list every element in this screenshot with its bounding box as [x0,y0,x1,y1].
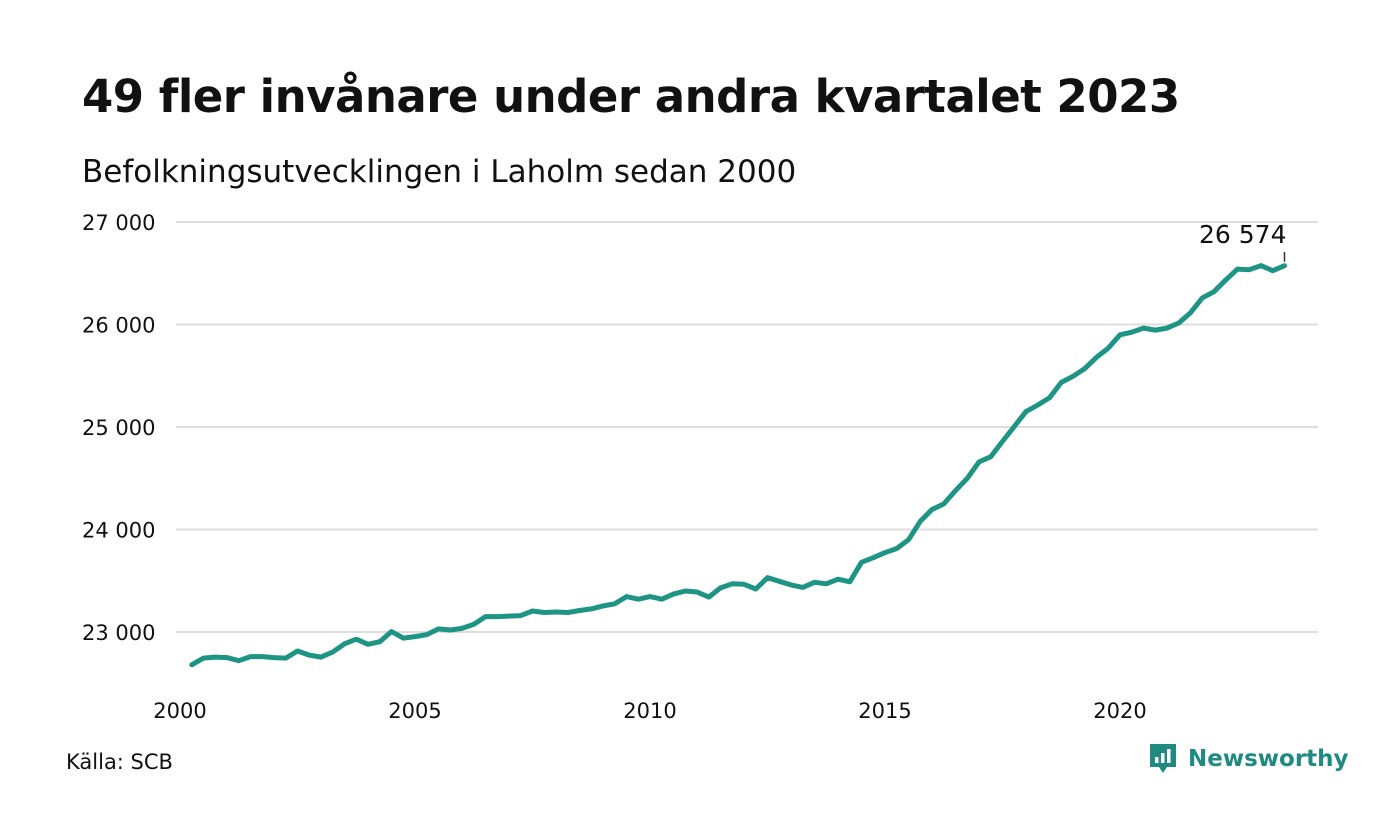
x-tick-label: 2000 [153,699,206,723]
y-tick-label: 24 000 [82,519,155,543]
x-tick-label: 2015 [858,699,911,723]
annotation: 26 574 [1199,220,1287,262]
source-note: Källa: SCB [66,750,173,774]
y-axis-tick-labels: 23 000 24 000 25 000 26 000 27 000 [82,211,155,645]
brand-name: Newsworthy [1188,746,1349,772]
gridlines [176,221,1318,633]
brand-logo: Newsworthy [1148,742,1349,776]
series-layer [189,263,1287,668]
y-tick-label: 27 000 [82,211,155,235]
x-tick-label: 2010 [623,699,676,723]
y-tick-label: 25 000 [82,416,155,440]
annotation-label: 26 574 [1199,220,1286,249]
chart-title: 49 fler invånare under andra kvartalet 2… [82,70,1180,123]
newsworthy-logo-icon [1150,744,1176,773]
x-axis-tick-labels: 2000 2005 2010 2015 2020 [153,699,1146,723]
chart-subtitle: Befolkningsutvecklingen i Laholm sedan 2… [82,154,797,190]
y-tick-label: 23 000 [82,621,155,645]
series-line [189,263,1287,668]
y-tick-label: 26 000 [82,314,155,338]
x-tick-label: 2005 [388,699,441,723]
x-tick-label: 2020 [1093,699,1146,723]
